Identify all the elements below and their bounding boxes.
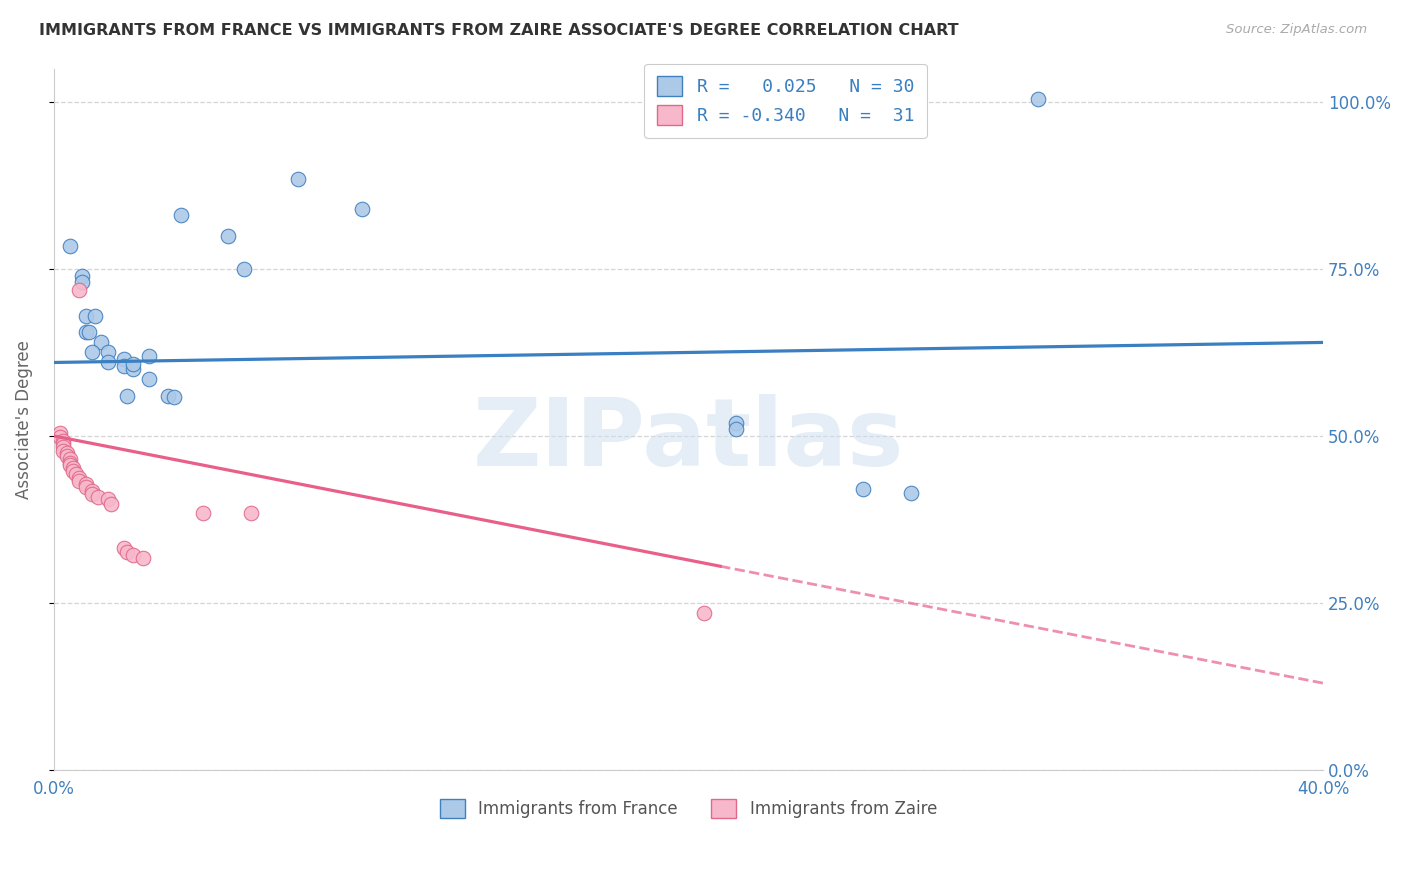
Point [75,326,97,340]
Point [138,372,160,386]
Text: IMMIGRANTS FROM FRANCE VS IMMIGRANTS FROM ZAIRE ASSOCIATE'S DEGREE CORRELATION C: IMMIGRANTS FROM FRANCE VS IMMIGRANTS FRO… [39,23,959,38]
Point [131,550,153,565]
Point [55,449,77,463]
Point [97,492,120,507]
Point [163,390,186,404]
Point [59,238,82,252]
Point [67,475,90,489]
Point [80,483,103,498]
Point [122,362,145,376]
Point [852,483,875,497]
Point [49,425,72,440]
Point [122,357,145,371]
Point [239,506,262,520]
Point [55,445,77,459]
Point [52,443,75,458]
Point [67,471,90,485]
Point [112,359,135,373]
Point [52,440,75,454]
Point [49,430,72,444]
Point [97,345,120,359]
Point [170,209,193,223]
Point [112,541,135,556]
Point [233,262,256,277]
Point [84,309,107,323]
Point [67,283,90,297]
Point [100,497,122,511]
Point [900,485,922,500]
Point [115,544,138,558]
Point [52,434,75,448]
Point [90,335,112,350]
Point [725,422,748,436]
Point [87,491,110,505]
Point [72,275,94,289]
Point [350,202,373,216]
Point [75,309,97,323]
Point [62,464,84,478]
Point [75,480,97,494]
Legend: Immigrants from France, Immigrants from Zaire: Immigrants from France, Immigrants from … [433,793,943,825]
Point [138,349,160,363]
Point [52,437,75,451]
Point [115,389,138,403]
Point [62,461,84,475]
Point [77,326,100,340]
Point [191,506,214,520]
Point [157,389,180,403]
Point [80,487,103,501]
Point [75,477,97,491]
Y-axis label: Associate's Degree: Associate's Degree [15,340,32,499]
Point [1026,92,1049,106]
Point [72,268,94,283]
Point [59,456,82,470]
Text: ZIPatlas: ZIPatlas [472,394,904,486]
Point [59,452,82,467]
Point [217,228,239,243]
Point [112,352,135,367]
Point [65,467,87,481]
Point [80,345,103,359]
Point [725,416,748,430]
Point [59,458,82,473]
Point [693,606,716,620]
Point [97,355,120,369]
Point [122,548,145,562]
Text: Source: ZipAtlas.com: Source: ZipAtlas.com [1226,23,1367,37]
Point [287,171,309,186]
